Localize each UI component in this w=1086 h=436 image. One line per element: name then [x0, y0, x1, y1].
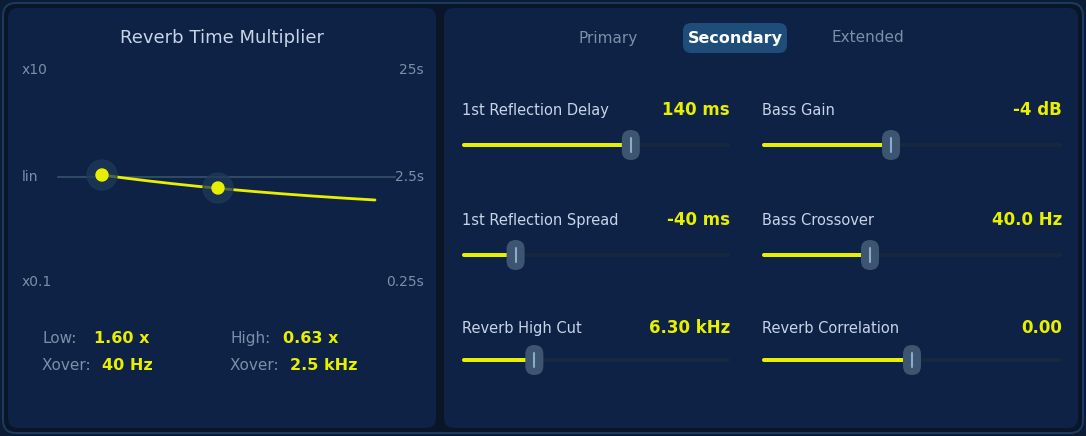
FancyBboxPatch shape — [462, 253, 730, 257]
Text: Bass Crossover: Bass Crossover — [762, 212, 874, 228]
FancyBboxPatch shape — [462, 143, 631, 147]
FancyBboxPatch shape — [444, 8, 1078, 428]
FancyBboxPatch shape — [526, 345, 543, 375]
Text: 1st Reflection Spread: 1st Reflection Spread — [462, 212, 619, 228]
Text: 0.00: 0.00 — [1021, 319, 1062, 337]
FancyBboxPatch shape — [8, 8, 435, 428]
FancyBboxPatch shape — [4, 4, 1082, 432]
Text: Xover:: Xover: — [42, 358, 91, 372]
Text: 1.60 x: 1.60 x — [94, 330, 150, 345]
FancyBboxPatch shape — [506, 240, 525, 270]
FancyBboxPatch shape — [762, 253, 870, 257]
Text: 1st Reflection Delay: 1st Reflection Delay — [462, 102, 609, 117]
Text: 0.63 x: 0.63 x — [283, 330, 339, 345]
Text: 0.25s: 0.25s — [387, 275, 424, 289]
Text: lin: lin — [22, 170, 38, 184]
Text: Bass Gain: Bass Gain — [762, 102, 835, 117]
Text: 40 Hz: 40 Hz — [102, 358, 153, 372]
FancyBboxPatch shape — [762, 253, 1062, 257]
FancyBboxPatch shape — [882, 130, 900, 160]
Text: 2.5s: 2.5s — [395, 170, 424, 184]
Text: x0.1: x0.1 — [22, 275, 52, 289]
FancyBboxPatch shape — [762, 143, 1062, 147]
Text: High:: High: — [230, 330, 270, 345]
Ellipse shape — [203, 173, 233, 203]
Text: 25s: 25s — [400, 63, 424, 77]
FancyBboxPatch shape — [762, 358, 1062, 362]
Text: Reverb Time Multiplier: Reverb Time Multiplier — [119, 29, 324, 47]
FancyBboxPatch shape — [861, 240, 879, 270]
Text: -40 ms: -40 ms — [667, 211, 730, 229]
Text: Low:: Low: — [42, 330, 76, 345]
Text: Xover:: Xover: — [230, 358, 279, 372]
FancyBboxPatch shape — [762, 358, 912, 362]
Circle shape — [212, 182, 224, 194]
Text: 40.0 Hz: 40.0 Hz — [992, 211, 1062, 229]
FancyBboxPatch shape — [622, 130, 640, 160]
FancyBboxPatch shape — [902, 345, 921, 375]
FancyBboxPatch shape — [462, 358, 534, 362]
Text: 6.30 kHz: 6.30 kHz — [648, 319, 730, 337]
Text: -4 dB: -4 dB — [1013, 101, 1062, 119]
Ellipse shape — [87, 160, 117, 190]
Text: Reverb Correlation: Reverb Correlation — [762, 320, 899, 335]
FancyBboxPatch shape — [462, 253, 516, 257]
FancyBboxPatch shape — [462, 143, 730, 147]
FancyBboxPatch shape — [683, 23, 787, 53]
Text: Reverb High Cut: Reverb High Cut — [462, 320, 582, 335]
Text: Extended: Extended — [832, 31, 905, 45]
FancyBboxPatch shape — [762, 143, 891, 147]
Text: x10: x10 — [22, 63, 48, 77]
FancyBboxPatch shape — [462, 358, 730, 362]
Text: 140 ms: 140 ms — [662, 101, 730, 119]
Circle shape — [96, 169, 108, 181]
Text: Primary: Primary — [579, 31, 637, 45]
Text: 2.5 kHz: 2.5 kHz — [290, 358, 357, 372]
Text: Secondary: Secondary — [687, 31, 783, 45]
